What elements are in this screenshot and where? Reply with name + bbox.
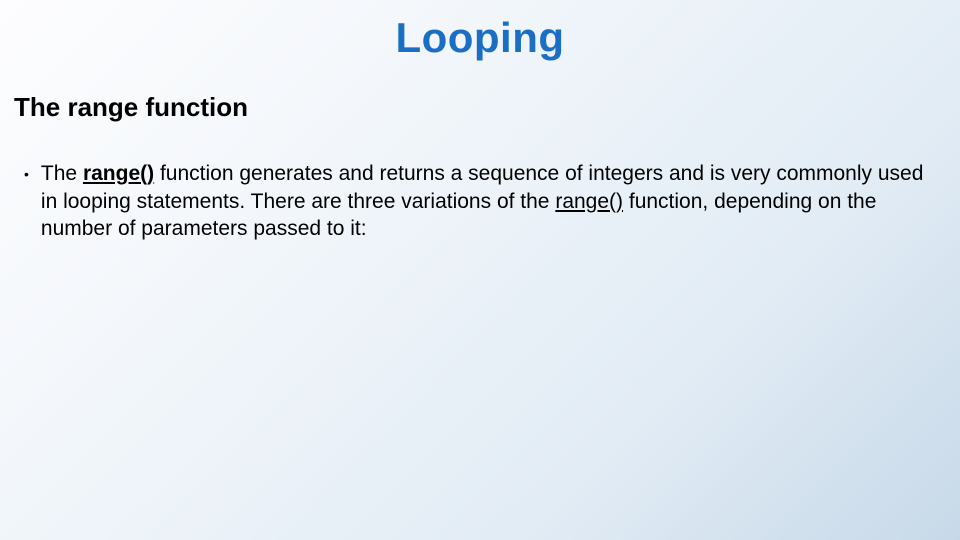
slide: Looping The range function • The range()… (0, 0, 960, 540)
slide-subtitle: The range function (14, 92, 248, 123)
text-segment-bold-underline: range() (83, 162, 154, 185)
text-segment-underline: range() (555, 190, 623, 213)
bullet-item: • The range() function generates and ret… (22, 160, 930, 243)
bullet-marker: • (24, 160, 29, 188)
bullet-text: The range() function generates and retur… (41, 160, 930, 243)
slide-body: • The range() function generates and ret… (22, 160, 930, 243)
slide-title: Looping (0, 14, 960, 62)
text-segment: The (41, 162, 83, 185)
